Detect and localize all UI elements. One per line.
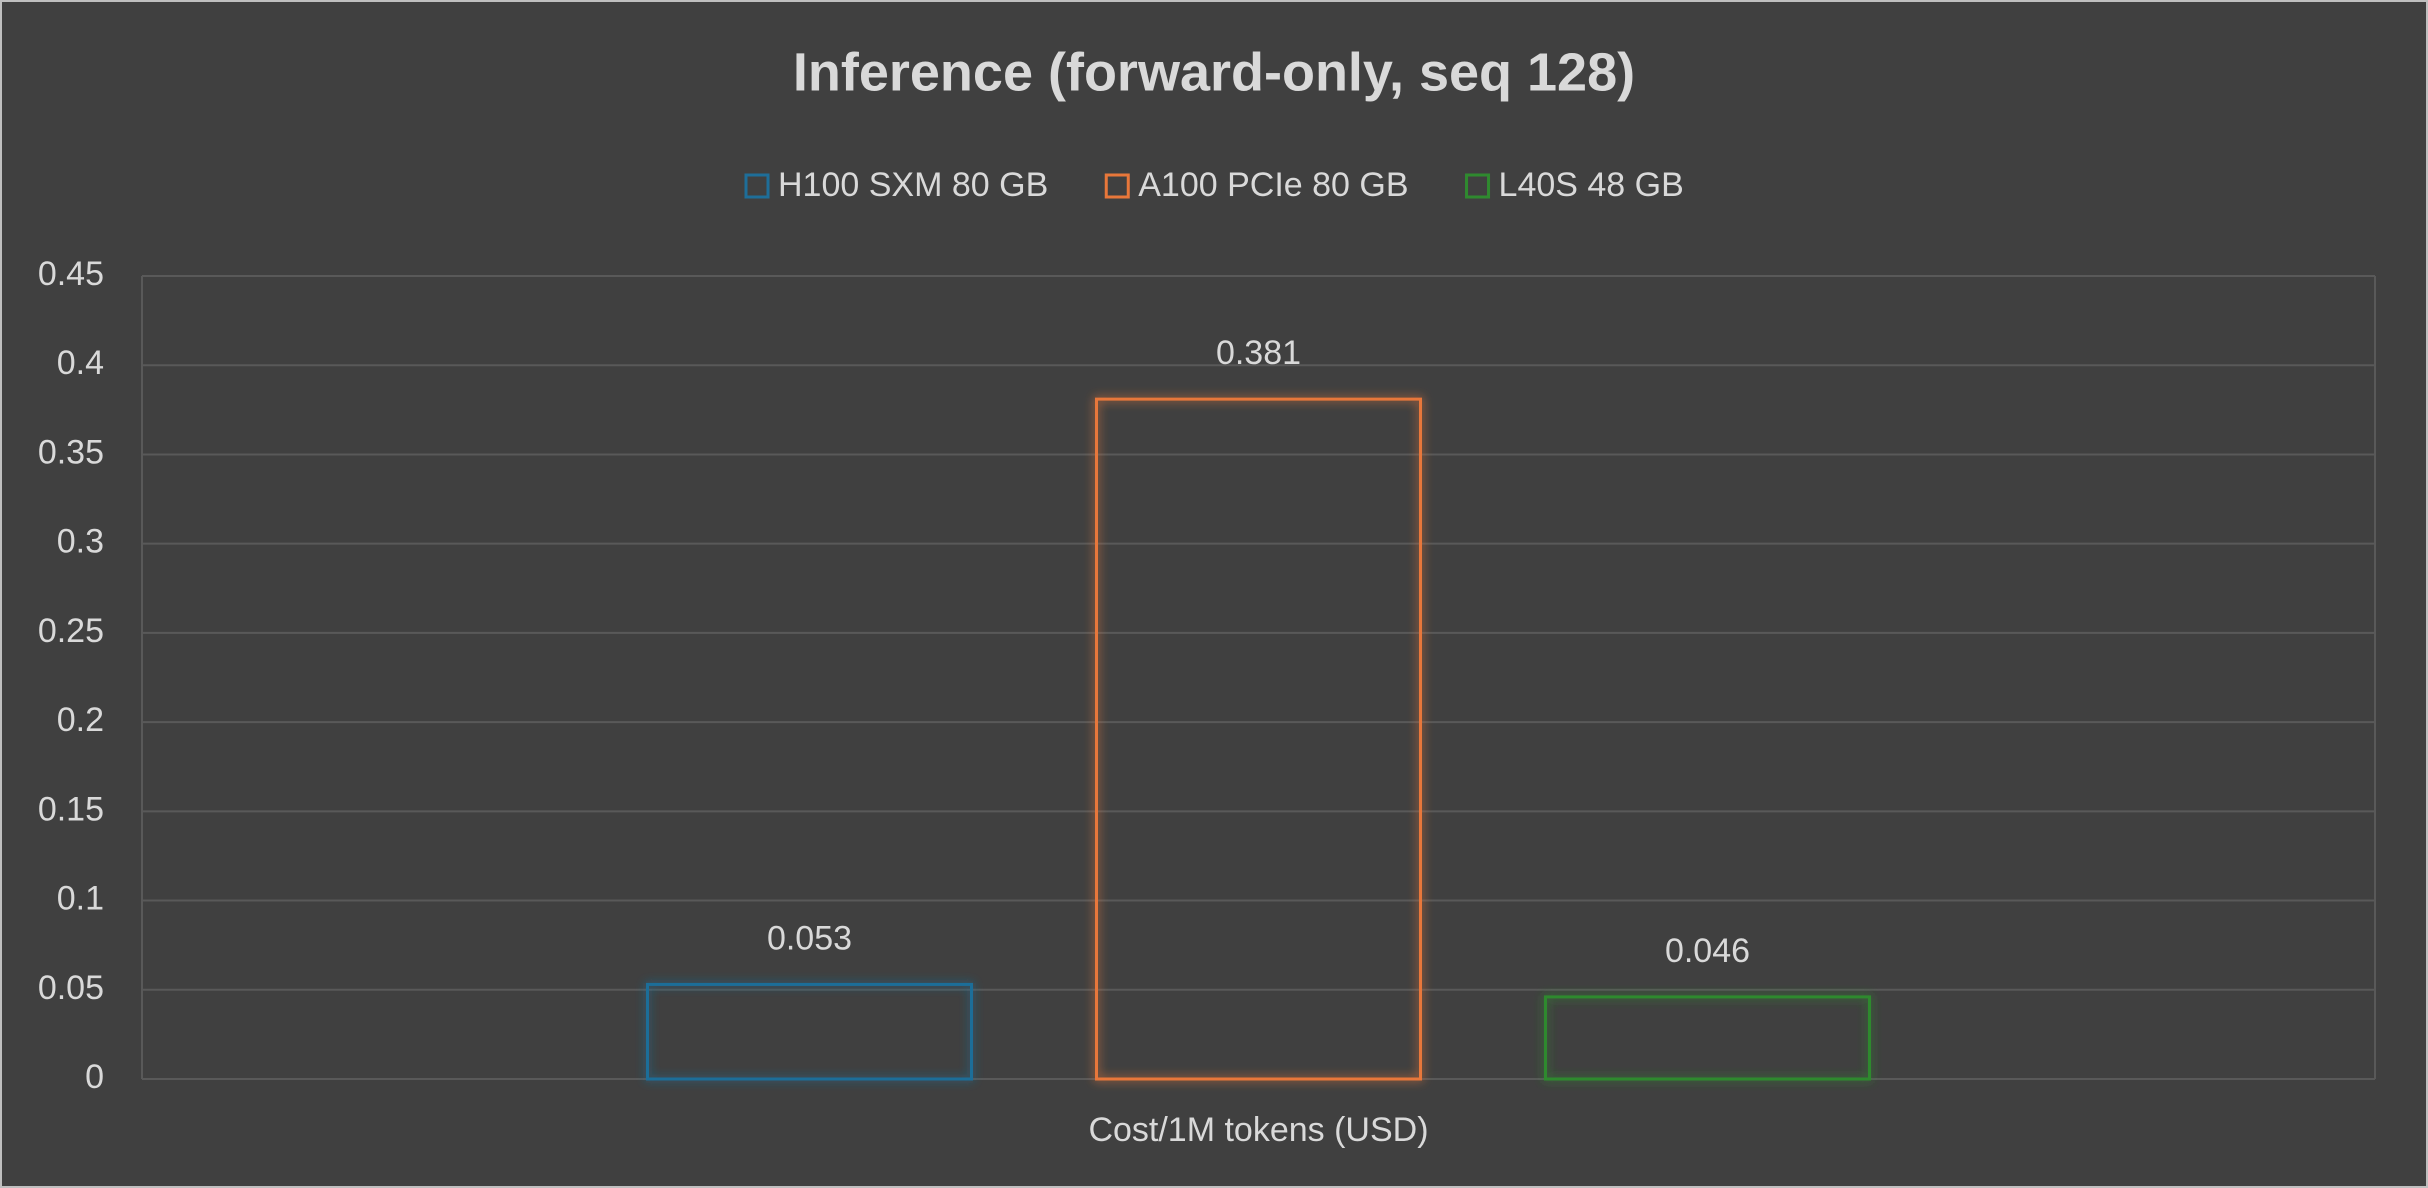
bar [1544,995,1871,1081]
legend-label: H100 SXM 80 GB [778,166,1048,204]
y-tick-label: 0.3 [57,523,104,561]
y-tick-label: 0.15 [38,790,104,828]
y-tick-label: 0.1 [57,880,104,918]
bar [646,982,973,1081]
y-tick-label: 0.2 [57,701,104,739]
value-label: 0.381 [1216,334,1301,372]
y-tick-label: 0.35 [38,433,104,471]
y-tick-label: 0 [85,1058,104,1096]
legend-marker [1465,173,1491,199]
value-label: 0.046 [1665,932,1750,970]
legend-label: A100 PCIe 80 GB [1138,166,1408,204]
legend-marker [1104,173,1130,199]
y-tick-label: 0.4 [57,344,104,382]
bar [1095,397,1422,1081]
legend-label: L40S 48 GB [1499,166,1684,204]
chart-title: Inference (forward-only, seq 128) [793,42,1635,102]
y-tick-label: 0.05 [38,969,104,1007]
x-tick-label: Cost/1M tokens (USD) [1088,1111,1428,1149]
y-tick-label: 0.25 [38,612,104,650]
legend-marker [744,173,770,199]
y-tick-label: 0.45 [38,255,104,293]
value-label: 0.053 [767,919,852,957]
